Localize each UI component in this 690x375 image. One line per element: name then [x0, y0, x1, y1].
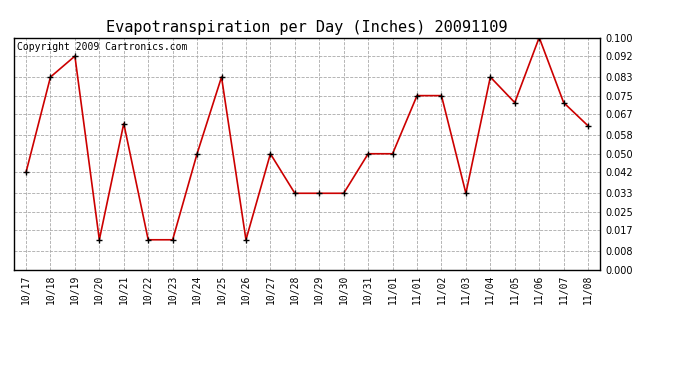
Text: Copyright 2009 Cartronics.com: Copyright 2009 Cartronics.com — [17, 42, 187, 52]
Title: Evapotranspiration per Day (Inches) 20091109: Evapotranspiration per Day (Inches) 2009… — [106, 20, 508, 35]
